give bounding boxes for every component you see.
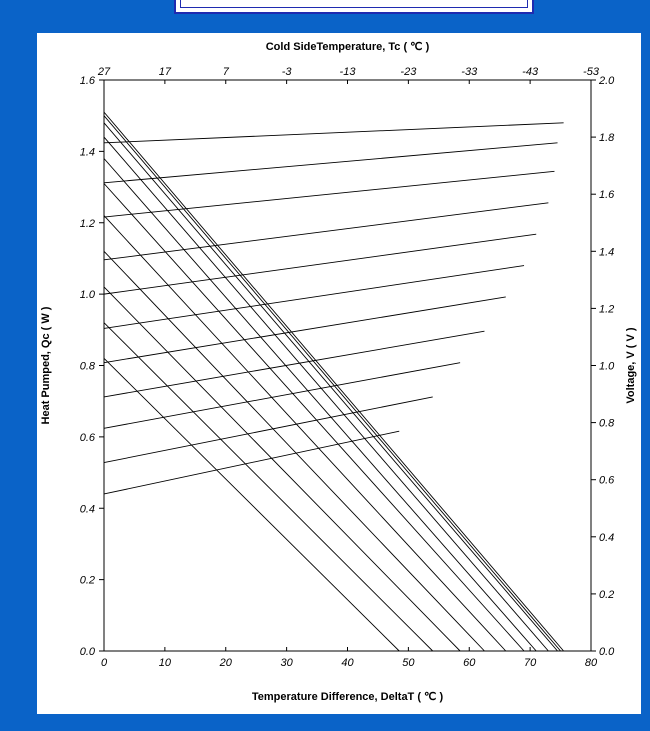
- y-tick-label: 0.2: [80, 575, 95, 587]
- y2-axis-title: Voltage, V ( V ): [625, 327, 637, 404]
- x-tick-label: 60: [463, 657, 476, 669]
- x2-tick-label: 27: [97, 66, 111, 78]
- y2-tick-label: 1.4: [599, 246, 614, 258]
- voltage-line-2: [103, 396, 433, 464]
- y2-tick-label: 1.0: [599, 361, 615, 373]
- x2-tick-label: -53: [583, 66, 600, 78]
- x2-tick-label: -43: [522, 66, 539, 78]
- y2-tick-label: 0.0: [599, 646, 615, 658]
- voltage-line-6: [103, 265, 525, 329]
- y-tick-label: 1.2: [80, 218, 95, 230]
- voltage-line-11: [103, 122, 564, 144]
- x-tick-label: 70: [524, 657, 537, 669]
- heat-pumped-line-11: [103, 111, 564, 652]
- voltage-line-4: [103, 330, 485, 398]
- y2-tick-label: 0.2: [599, 589, 614, 601]
- x2-tick-label: -13: [340, 66, 357, 78]
- voltage-line-7: [103, 233, 537, 295]
- x2-tick-label: 17: [159, 66, 172, 78]
- heat-pumped-line-5: [103, 215, 507, 652]
- x-tick-label: 20: [219, 657, 233, 669]
- y-tick-label: 1.0: [80, 289, 96, 301]
- ticks-group: 0 10 20 30 40 50 60 70 80 27 17 7 -3 -13 -23 -33 -43 -53 0…: [80, 66, 615, 669]
- y-axis-title: Heat Pumped, Qc ( W ): [40, 306, 52, 424]
- y2-tick-label: 0.6: [599, 475, 615, 487]
- y-tick-label: 0.8: [80, 361, 96, 373]
- heat-pumped-line-3: [103, 286, 461, 652]
- heat-pumped-line-4: [103, 250, 485, 652]
- top-frame-decoration: [174, 0, 534, 14]
- voltage-line-9: [103, 170, 555, 218]
- y2-tick-label: 1.6: [599, 189, 615, 201]
- top-frame-inner-border: [180, 0, 528, 8]
- y-tick-label: 1.4: [80, 146, 95, 158]
- y-tick-label: 0.4: [80, 503, 95, 515]
- y2-tick-label: 1.8: [599, 132, 615, 144]
- y2-tick-label: 0.4: [599, 532, 614, 544]
- x-tick-label: 50: [402, 657, 415, 669]
- heat-pumped-line-1: [103, 358, 400, 652]
- x-tick-label: 0: [101, 657, 108, 669]
- heat-pumped-line-6: [103, 183, 525, 652]
- x2-tick-label: -33: [461, 66, 478, 78]
- labels-group: Temperature Difference, DeltaT ( ℃ ) Cold…: [40, 41, 637, 703]
- y-tick-label: 0.0: [80, 646, 96, 658]
- y-tick-label: 0.6: [80, 432, 96, 444]
- x-tick-label: 10: [159, 657, 172, 669]
- x-axis-title: Temperature Difference, DeltaT ( ℃ ): [252, 691, 444, 703]
- x2-tick-label: -3: [282, 66, 293, 78]
- voltage-line-5: [103, 296, 506, 364]
- chart-panel: 0 10 20 30 40 50 60 70 80 27 17 7 -3 -13 -23 -33 -43 -53 0…: [37, 33, 641, 714]
- x-tick-label: 40: [341, 657, 354, 669]
- y-tick-label: 1.6: [80, 75, 96, 87]
- heat-pumped-line-7: [103, 158, 537, 652]
- heat-pumped-line-2: [103, 322, 434, 652]
- x2-tick-label: -23: [400, 66, 417, 78]
- heat-pumped-line-10: [103, 115, 561, 652]
- x-tick-label: 80: [585, 657, 598, 669]
- y2-tick-label: 1.2: [599, 303, 614, 315]
- chart-svg: 0 10 20 30 40 50 60 70 80 27 17 7 -3 -13 -23 -33 -43 -53 0…: [40, 41, 637, 703]
- series-group: [103, 111, 564, 652]
- y2-tick-label: 2.0: [598, 75, 615, 87]
- x2-tick-label: 7: [223, 66, 230, 78]
- x-tick-label: 30: [281, 657, 294, 669]
- voltage-line-10: [103, 142, 558, 184]
- heat-pumped-line-8: [103, 136, 549, 652]
- x2-axis-title: Cold SideTemperature, Tc ( ℃ ): [266, 41, 430, 53]
- voltage-line-3: [103, 362, 461, 429]
- y2-tick-label: 0.8: [599, 418, 615, 430]
- voltage-line-8: [103, 202, 549, 261]
- voltage-line-1: [103, 430, 400, 495]
